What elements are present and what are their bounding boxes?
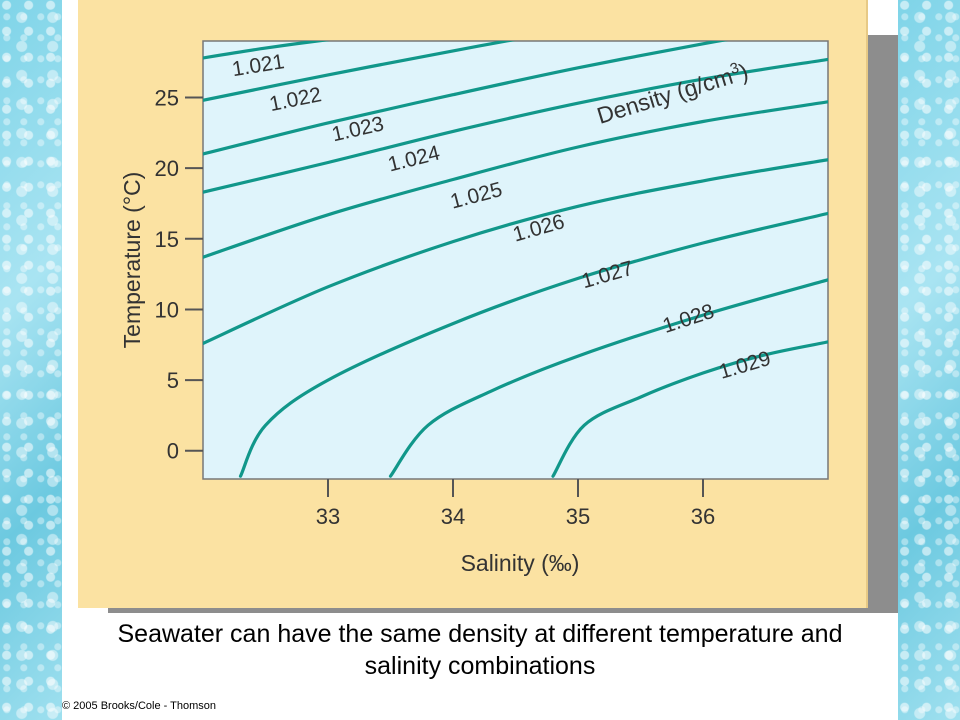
y-tick-label-5: 5 — [167, 368, 179, 393]
density-curve-1-025 — [203, 100, 828, 259]
caption-line-1: Seawater can have the same density at di… — [117, 620, 843, 648]
x-tick-label-34: 34 — [441, 504, 465, 529]
density-curve-1-027 — [238, 211, 828, 478]
density-curve-1-028 — [388, 278, 828, 478]
water-drop-background-left — [0, 0, 62, 720]
x-tick-label-36: 36 — [691, 504, 715, 529]
y-axis-ticks: 0 5 10 15 20 25 — [155, 86, 203, 464]
density-curve-1-029 — [551, 340, 828, 478]
x-axis-ticks: 33 34 35 36 — [316, 479, 715, 529]
x-axis-label: Salinity (‰) — [461, 550, 580, 576]
density-curve-1-021 — [203, 41, 330, 60]
y-axis-label: Temperature (°C) — [119, 172, 145, 349]
y-tick-label-15: 15 — [155, 227, 179, 252]
copyright-notice: © 2005 Brooks/Cole - Thomson — [62, 700, 217, 712]
water-drop-background-right — [898, 0, 960, 720]
y-tick-label-25: 25 — [155, 86, 179, 111]
density-curve-1-024 — [203, 57, 828, 194]
x-tick-label-33: 33 — [316, 504, 340, 529]
density-curve-1-023 — [203, 41, 729, 156]
plot-area — [202, 40, 829, 480]
density-curve-1-026 — [203, 158, 828, 345]
caption: Seawater can have the same density at di… — [0, 618, 960, 682]
x-tick-label-35: 35 — [566, 504, 590, 529]
y-tick-label-20: 20 — [155, 156, 179, 181]
density-curve-1-022 — [203, 41, 516, 102]
y-tick-label-0: 0 — [167, 439, 179, 464]
y-tick-label-10: 10 — [155, 297, 179, 322]
caption-line-2: salinity combinations — [364, 652, 596, 680]
density-curves — [203, 41, 828, 478]
